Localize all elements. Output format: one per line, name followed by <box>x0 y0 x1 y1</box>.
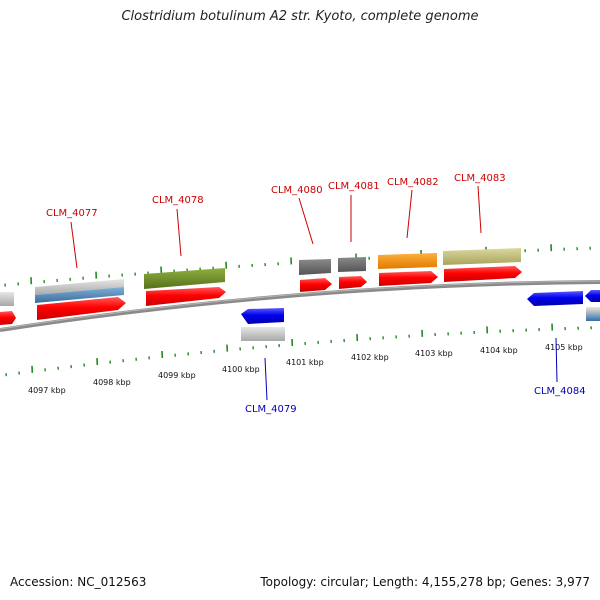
forward-cog-track <box>0 248 521 306</box>
tick-label: 4104 kbp <box>480 346 518 355</box>
tick-label: 4100 kbp <box>222 365 260 374</box>
forward-cds-track <box>0 266 522 325</box>
cog-block[interactable] <box>0 292 14 306</box>
cog-block[interactable] <box>35 287 124 303</box>
gene-label[interactable]: CLM_4077 <box>46 208 98 219</box>
tick-label: 4105 kbp <box>545 343 583 352</box>
cds-arrow-reverse[interactable] <box>241 308 284 324</box>
label-leader <box>555 337 558 383</box>
cog-block[interactable] <box>299 259 331 275</box>
gene-label[interactable]: CLM_4082 <box>387 177 439 188</box>
cog-block[interactable] <box>443 248 521 265</box>
cog-block[interactable] <box>35 279 124 295</box>
gene-label[interactable]: CLM_4078 <box>152 195 204 206</box>
cds-arrow-forward[interactable] <box>37 297 126 320</box>
label-leader <box>176 208 182 257</box>
tick-label: 4102 kbp <box>351 353 389 362</box>
label-leader <box>477 185 482 234</box>
cog-block[interactable] <box>586 314 600 321</box>
cds-arrow-reverse[interactable] <box>527 291 583 306</box>
reverse-cog-track <box>241 307 600 341</box>
genome-backbone-highlight <box>0 280 600 330</box>
cog-block[interactable] <box>241 327 285 341</box>
gene-labels: CLM_4077 CLM_4078 CLM_4079 CLM_4080 CLM_… <box>46 173 586 415</box>
cds-arrow-reverse[interactable] <box>585 290 600 302</box>
reverse-cds-track <box>241 290 600 324</box>
gene-label[interactable]: CLM_4084 <box>534 386 586 397</box>
genome-backbone <box>0 280 600 332</box>
cds-arrow-forward[interactable] <box>379 271 438 286</box>
cds-arrow-forward[interactable] <box>0 311 16 325</box>
label-leader <box>406 189 413 239</box>
cog-block[interactable] <box>378 253 437 269</box>
inner-tick-ring: 4097 kbp 4098 kbp 4099 kbp 4100 kbp 4101 kbp… <box>5 323 592 395</box>
cds-arrow-forward[interactable] <box>146 287 226 306</box>
cds-arrow-forward[interactable] <box>339 276 367 289</box>
gene-label[interactable]: CLM_4081 <box>328 181 380 192</box>
tick-label: 4099 kbp <box>158 371 196 380</box>
tick-label: 4098 kbp <box>93 378 131 387</box>
cog-block[interactable] <box>586 307 600 314</box>
cog-block[interactable] <box>338 257 366 272</box>
cds-arrow-forward[interactable] <box>444 266 522 282</box>
label-leader <box>264 357 268 401</box>
gene-label[interactable]: CLM_4083 <box>454 173 506 184</box>
label-leader <box>298 197 314 245</box>
gene-label[interactable]: CLM_4079 <box>245 404 297 415</box>
tick-label: 4097 kbp <box>28 386 66 395</box>
genome-summary: Topology: circular; Length: 4,155,278 bp… <box>260 575 590 589</box>
accession-text: Accession: NC_012563 <box>10 575 147 589</box>
gene-label[interactable]: CLM_4080 <box>271 185 323 196</box>
cds-arrow-forward[interactable] <box>300 278 332 292</box>
cog-block[interactable] <box>144 268 225 289</box>
tick-label: 4101 kbp <box>286 358 324 367</box>
map-title: Clostridium botulinum A2 str. Kyoto, com… <box>121 9 479 24</box>
tick-label: 4103 kbp <box>415 349 453 358</box>
label-leader <box>70 221 78 269</box>
